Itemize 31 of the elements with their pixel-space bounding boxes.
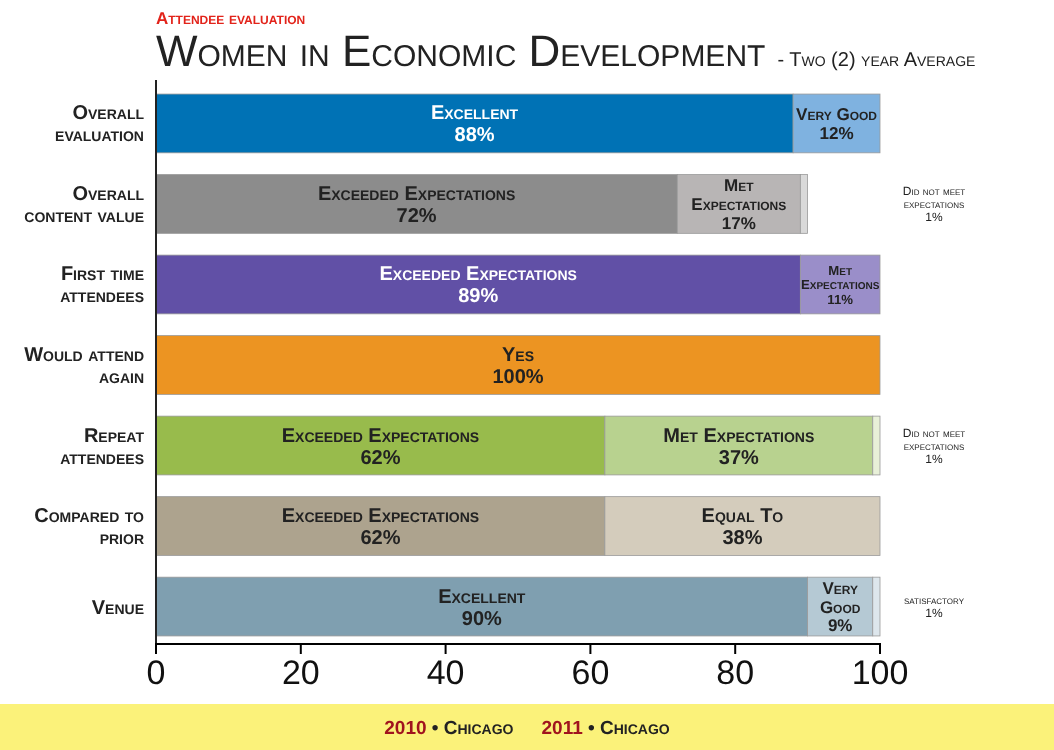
x-tick-label: 80 <box>716 654 755 693</box>
chart-title: Women in Economic Development <box>156 26 766 76</box>
data-label: Yes 100% <box>492 345 544 389</box>
y-tick-label: First time attendees <box>60 264 145 309</box>
data-label: Exceeded Expectations 89% <box>379 264 578 309</box>
y-tick-label: Overall content value <box>24 183 146 228</box>
data-label: Very Good 9% <box>819 577 862 636</box>
data-label: Equal To 38% <box>701 506 785 551</box>
text: Attendee evaluation <box>156 8 306 28</box>
bar <box>155 335 881 395</box>
data-label: Met Expectations 17% <box>691 175 787 233</box>
data-label: Excellent 88% <box>430 103 520 148</box>
x-tick-label: 100 <box>851 654 909 693</box>
data-label: Met Expectations 37% <box>663 425 815 470</box>
text: 2010 • Chicago <box>384 718 515 740</box>
x-tick-label: 0 <box>146 654 166 693</box>
x-tick-label: 20 <box>281 654 320 693</box>
data-label: Excellent 90% <box>438 586 527 631</box>
x-tick-label: 60 <box>571 654 610 693</box>
y-tick-label: Repeat attendees <box>60 425 146 470</box>
data-label: Very Good 12% <box>796 104 879 143</box>
text: 2011 • Chicago <box>541 718 671 740</box>
chart-subtitle: - Two (2) year Average <box>777 50 977 72</box>
data-label: Exceeded Expectations 72% <box>317 183 517 228</box>
y-tick-label: Compared to prior <box>34 506 146 551</box>
y-tick-label: Venue <box>91 597 145 620</box>
y-tick-label: Overall evaluation <box>55 103 146 148</box>
x-tick-label: 40 <box>426 654 465 693</box>
data-label: Exceeded Expectations 62% <box>281 425 480 470</box>
y-tick-label: Would attend again <box>24 345 144 389</box>
data-label: Exceeded Expectations 62% <box>281 506 480 551</box>
